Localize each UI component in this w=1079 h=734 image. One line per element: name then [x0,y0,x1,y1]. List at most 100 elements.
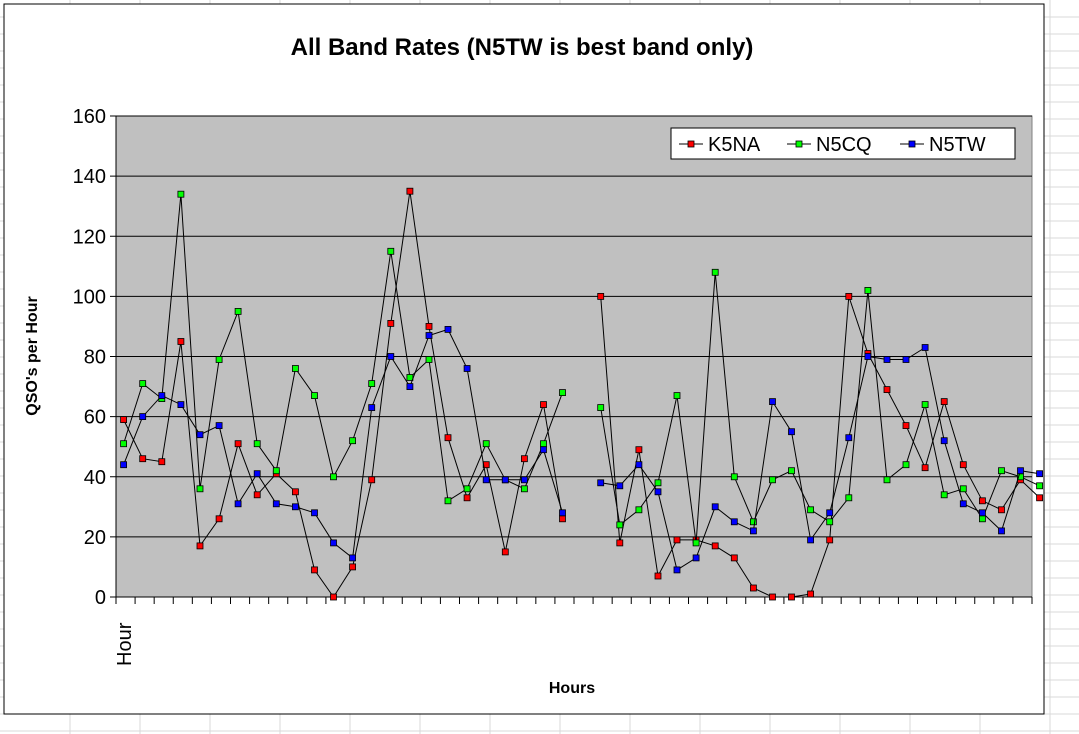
series-n5cq [120,190,1043,547]
data-point [597,404,605,412]
legend-label: N5TW [929,134,986,156]
data-point [845,434,853,442]
data-point [196,431,204,439]
data-point [291,488,299,496]
y-tick-label: 60 [84,407,106,429]
data-point [979,509,986,517]
data-point [139,455,147,463]
y-tick-label: 140 [73,166,106,188]
series-line [600,296,1040,598]
data-point [673,566,681,574]
data-point [158,458,166,466]
data-point [291,365,299,372]
data-point [616,482,624,490]
data-point [215,356,223,363]
data-point [883,386,891,394]
data-point [940,398,948,406]
data-point [406,187,414,195]
data-point [425,322,433,330]
data-point [501,548,509,556]
data-point [368,404,376,412]
data-point [387,353,395,360]
y-axis-title: QSO's per Hour [24,296,41,415]
data-point [253,440,261,448]
x-tick-label: Hour [114,622,136,666]
data-point [521,485,528,493]
data-point [444,325,452,333]
data-point [540,401,547,409]
data-point [711,268,719,276]
data-point [330,473,337,481]
data-point [444,497,452,505]
legend-label: N5CQ [816,134,872,156]
data-point [654,572,662,580]
data-point [711,542,719,550]
data-point [330,539,337,547]
data-point [463,494,471,502]
y-tick-label: 100 [73,286,106,308]
data-point [959,500,967,508]
data-point [750,584,757,592]
data-point [120,440,127,448]
data-point [826,536,834,544]
data-point [845,494,853,502]
data-point [616,539,624,547]
data-point [330,593,337,601]
data-point [272,467,280,475]
data-point [654,479,662,487]
data-point [425,356,433,363]
data-point [692,554,700,562]
y-tick-label: 80 [84,347,106,369]
data-point [559,509,566,517]
data-point [730,473,738,481]
data-point [120,416,127,424]
data-point [311,392,318,400]
data-point [998,467,1005,475]
data-point [177,401,185,409]
y-tick-label: 40 [84,467,106,489]
data-point [673,536,681,544]
data-point [883,356,891,363]
data-point [215,422,223,430]
data-point [253,491,261,499]
x-axis-title: Hours [549,680,595,697]
data-point [750,518,757,526]
data-point [921,401,929,409]
legend: K5NA N5CQ N5TW [670,127,1016,160]
data-point [158,392,166,400]
legend-marker [687,140,695,148]
data-point [826,518,834,526]
data-point [788,428,795,436]
chart-title: All Band Rates (N5TW is best band only) [291,34,754,61]
gridlines [116,115,1032,598]
data-point [788,467,795,475]
data-point [807,536,814,544]
legend-marker [795,140,803,148]
data-point [177,190,185,198]
data-point [234,307,242,315]
data-point [1036,482,1043,490]
y-axis: 0 20 40 60 80 100 120 140 160 [73,106,117,609]
data-point [883,476,891,484]
y-tick-label: 20 [84,527,106,549]
data-point [979,515,986,523]
data-point [597,292,605,300]
data-point [540,440,547,448]
data-point [959,461,967,469]
data-point [979,497,986,505]
data-point [234,500,242,508]
data-point [921,464,929,472]
data-point [940,491,948,499]
data-point [559,389,566,397]
data-point [311,509,318,517]
data-point [120,461,127,469]
data-point [540,446,547,454]
data-point [482,440,490,448]
data-point [177,338,185,345]
legend-label: K5NA [708,134,761,156]
data-point [692,539,700,547]
data-point [635,506,643,514]
data-point [921,344,929,351]
